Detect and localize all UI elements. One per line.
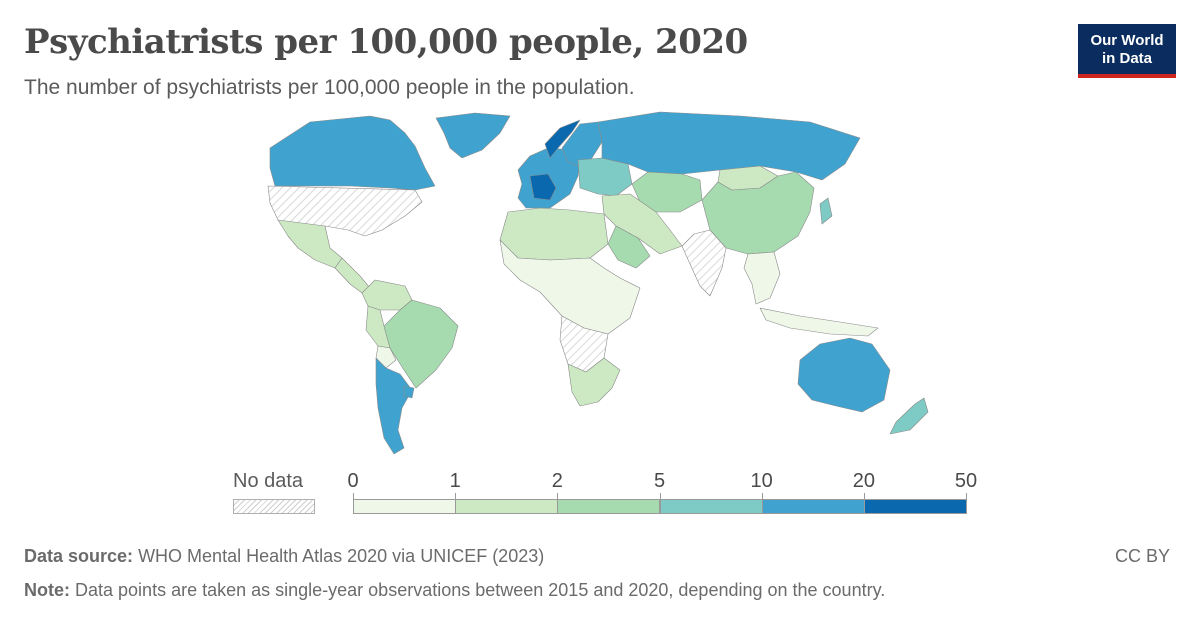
logo-line-2: in Data	[1101, 50, 1152, 67]
country-russia[interactable]	[597, 111, 861, 181]
country-eastern-europe[interactable]	[577, 157, 633, 197]
owid-logo[interactable]: Our World in Data	[1078, 24, 1176, 78]
license-link[interactable]: CC BY	[1114, 546, 1170, 566]
country-france[interactable]	[529, 173, 557, 201]
country-japan[interactable]	[819, 197, 833, 225]
country-uruguay[interactable]	[403, 385, 415, 399]
country-greenland[interactable]	[435, 112, 511, 159]
legend-bin-3[interactable]	[659, 499, 763, 514]
data-source-text[interactable]: WHO Mental Health Atlas 2020 via UNICEF …	[138, 546, 545, 566]
legend-tick-label: 2	[551, 470, 563, 492]
country-southeast-asia[interactable]	[743, 251, 781, 305]
country-indonesia[interactable]	[759, 307, 879, 337]
legend-tick-label: 20	[852, 470, 875, 492]
note-label: Note:	[24, 580, 70, 600]
legend-tick-mark	[353, 493, 354, 499]
chart-note: Note: Data points are taken as single-ye…	[24, 580, 885, 601]
legend-bin-1[interactable]	[455, 499, 559, 514]
country-australia[interactable]	[797, 337, 891, 413]
legend-tick-label: 10	[750, 470, 773, 492]
legend-tick-mark	[557, 493, 559, 499]
data-source-label: Data source:	[24, 546, 134, 566]
legend-tick-mark	[455, 493, 457, 499]
legend-no-data-label: No data	[233, 470, 304, 492]
legend-tick-mark	[761, 493, 763, 499]
legend-tick-label: 0	[347, 470, 359, 492]
data-source: Data source: WHO Mental Health Atlas 202…	[24, 546, 544, 567]
country-bolivia[interactable]	[375, 345, 397, 369]
country-north-africa[interactable]	[499, 207, 609, 261]
country-argentina-chile[interactable]	[375, 357, 413, 455]
chart-subtitle: The number of psychiatrists per 100,000 …	[24, 76, 635, 99]
legend-tick-mark	[863, 493, 865, 499]
note-text: Data points are taken as single-year obs…	[75, 580, 886, 600]
legend-tick-label: 50	[954, 470, 978, 492]
country-central-america[interactable]	[334, 257, 371, 294]
country-middle-east[interactable]	[601, 193, 683, 255]
legend-bin-4[interactable]	[761, 499, 865, 514]
legend-no-data-swatch	[233, 499, 315, 514]
country-new-zealand[interactable]	[889, 397, 929, 435]
legend-tick-mark	[659, 493, 661, 499]
country-canada[interactable]	[269, 115, 436, 191]
map-legend: No data 0 1 2 5 10 20 50	[0, 462, 1200, 522]
country-colombia-venezuela[interactable]	[361, 279, 413, 311]
legend-tick-mark	[966, 493, 967, 499]
legend-tick-label: 5	[653, 470, 666, 492]
legend-tick-label: 1	[449, 470, 461, 492]
country-sweden-finland[interactable]	[561, 121, 603, 167]
world-map[interactable]	[200, 108, 1000, 458]
country-southern-africa[interactable]	[567, 357, 621, 407]
legend-bin-2[interactable]	[557, 499, 661, 514]
country-mongolia[interactable]	[717, 165, 779, 191]
country-sub-saharan-africa[interactable]	[499, 239, 641, 335]
country-india-south-asia[interactable]	[681, 229, 727, 297]
chart-title: Psychiatrists per 100,000 people, 2020	[24, 22, 748, 62]
country-norway[interactable]	[544, 119, 581, 159]
legend-bin-5[interactable]	[863, 499, 967, 514]
legend-bin-0[interactable]	[353, 499, 457, 514]
logo-line-1: Our World	[1090, 32, 1164, 49]
